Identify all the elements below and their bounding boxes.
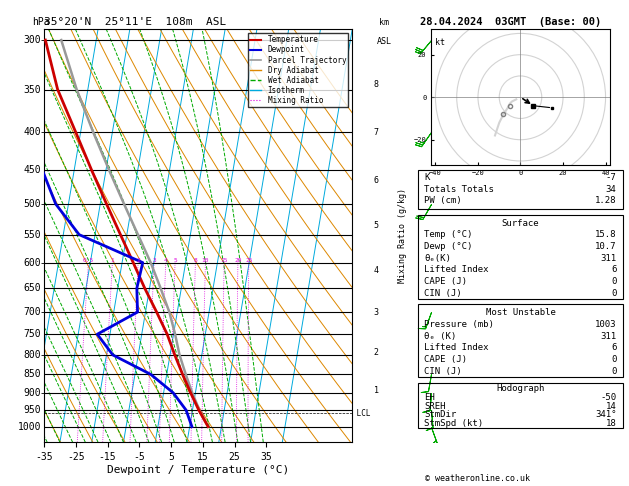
Text: 700: 700	[23, 307, 41, 317]
Text: kt: kt	[435, 38, 445, 47]
Text: 34: 34	[606, 185, 616, 193]
Text: 550: 550	[23, 230, 41, 240]
Text: 6: 6	[611, 265, 616, 274]
Text: Pressure (mb): Pressure (mb)	[425, 320, 494, 329]
Text: 28.04.2024  03GMT  (Base: 00): 28.04.2024 03GMT (Base: 00)	[420, 17, 601, 27]
Text: 15: 15	[220, 258, 228, 262]
Text: 2: 2	[374, 348, 379, 357]
Text: 15.8: 15.8	[595, 230, 616, 239]
Text: -7: -7	[606, 174, 616, 182]
Text: EH: EH	[425, 393, 435, 402]
Text: 950: 950	[23, 405, 41, 415]
Text: 311: 311	[601, 331, 616, 341]
Text: 750: 750	[23, 329, 41, 339]
Text: 3: 3	[152, 258, 156, 262]
Text: Mixing Ratio (g/kg): Mixing Ratio (g/kg)	[398, 188, 407, 283]
Text: 8: 8	[374, 80, 379, 89]
Text: 300: 300	[23, 35, 41, 45]
Text: 3: 3	[374, 308, 379, 316]
Text: K: K	[425, 174, 430, 182]
Text: 0.5: 0.5	[83, 258, 94, 262]
Legend: Temperature, Dewpoint, Parcel Trajectory, Dry Adiabat, Wet Adiabat, Isotherm, Mi: Temperature, Dewpoint, Parcel Trajectory…	[248, 33, 348, 107]
Text: θₑ(K): θₑ(K)	[425, 254, 451, 262]
Text: SREH: SREH	[425, 401, 446, 411]
Text: StmDir: StmDir	[425, 410, 457, 419]
Text: km: km	[379, 18, 389, 27]
Bar	[418, 170, 623, 209]
Text: 10.7: 10.7	[595, 242, 616, 251]
Text: LCL: LCL	[352, 409, 370, 418]
Text: 850: 850	[23, 369, 41, 380]
Text: 6: 6	[374, 176, 379, 185]
Text: Dewp (°C): Dewp (°C)	[425, 242, 473, 251]
Text: 0: 0	[611, 367, 616, 376]
Text: 1: 1	[374, 386, 379, 396]
Text: 20: 20	[234, 258, 242, 262]
Text: ASL: ASL	[377, 37, 392, 47]
Text: Temp (°C): Temp (°C)	[425, 230, 473, 239]
X-axis label: Dewpoint / Temperature (°C): Dewpoint / Temperature (°C)	[107, 465, 289, 475]
Bar	[418, 215, 623, 299]
Text: 14: 14	[606, 401, 616, 411]
Text: 500: 500	[23, 199, 41, 209]
Text: 1003: 1003	[595, 320, 616, 329]
Text: 7: 7	[374, 128, 379, 137]
Text: 1000: 1000	[18, 421, 41, 432]
Text: StmSpd (kt): StmSpd (kt)	[425, 419, 484, 428]
Text: CIN (J): CIN (J)	[425, 289, 462, 297]
Text: 1.28: 1.28	[595, 196, 616, 205]
Text: Lifted Index: Lifted Index	[425, 265, 489, 274]
Bar	[418, 305, 623, 377]
Text: -50: -50	[601, 393, 616, 402]
Text: CAPE (J): CAPE (J)	[425, 277, 467, 286]
Text: 650: 650	[23, 283, 41, 293]
Text: 6: 6	[611, 344, 616, 352]
Text: PW (cm): PW (cm)	[425, 196, 462, 205]
Text: 400: 400	[23, 127, 41, 138]
Text: 450: 450	[23, 165, 41, 175]
Text: CIN (J): CIN (J)	[425, 367, 462, 376]
Text: 2: 2	[136, 258, 140, 262]
Text: 341°: 341°	[595, 410, 616, 419]
Text: CAPE (J): CAPE (J)	[425, 355, 467, 364]
Text: Lifted Index: Lifted Index	[425, 344, 489, 352]
Text: 350: 350	[23, 85, 41, 95]
Bar	[418, 383, 623, 428]
Text: Most Unstable: Most Unstable	[486, 308, 555, 317]
Text: Surface: Surface	[502, 219, 539, 227]
Text: Hodograph: Hodograph	[496, 384, 545, 393]
Text: 4: 4	[164, 258, 167, 262]
Text: 900: 900	[23, 388, 41, 398]
Text: 18: 18	[606, 419, 616, 428]
Text: Totals Totals: Totals Totals	[425, 185, 494, 193]
Text: 4: 4	[374, 266, 379, 275]
Text: θₑ (K): θₑ (K)	[425, 331, 457, 341]
Text: 311: 311	[601, 254, 616, 262]
Text: © weatheronline.co.uk: © weatheronline.co.uk	[425, 474, 530, 483]
Text: 5: 5	[374, 221, 379, 230]
Text: 0: 0	[611, 355, 616, 364]
Text: 25: 25	[245, 258, 252, 262]
Text: 8: 8	[194, 258, 198, 262]
Text: 0: 0	[611, 289, 616, 297]
Text: 10: 10	[202, 258, 209, 262]
Text: 5: 5	[173, 258, 177, 262]
Text: 35°20'N  25°11'E  108m  ASL: 35°20'N 25°11'E 108m ASL	[44, 17, 226, 27]
Text: 1: 1	[111, 258, 114, 262]
Text: 600: 600	[23, 258, 41, 268]
Text: hPa: hPa	[31, 17, 49, 27]
Text: 0: 0	[611, 277, 616, 286]
Text: 800: 800	[23, 350, 41, 360]
